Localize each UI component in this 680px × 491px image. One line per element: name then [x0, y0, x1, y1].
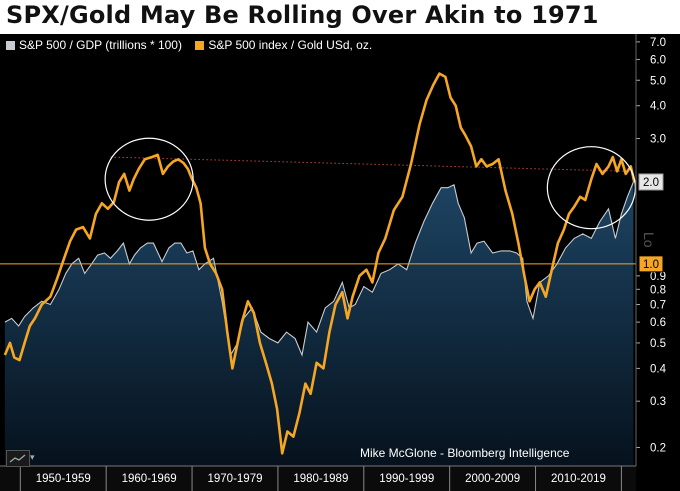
y-tick-label: 0.5 [650, 338, 666, 350]
x-tick-label: 1960-1969 [122, 473, 177, 485]
x-tick-label: 1950-1959 [36, 473, 91, 485]
last-value-label-gold: 2.0 [643, 177, 659, 189]
y-tick-label: 3.0 [650, 134, 666, 146]
last-value-badge-gold [638, 173, 664, 191]
y-tick-label: 0.2 [650, 442, 666, 454]
series-gold-line [3, 72, 636, 455]
last-value-label-reference: 1.0 [643, 259, 659, 271]
chart-plot: 7.0 6.0 5.0 4.0 3.0 0.90.8 0.7 0.6 0.5 0.4 0.3 0.2 2… [0, 34, 667, 491]
highlight-circle-1 [104, 137, 194, 221]
y-tick-label: 6.0 [650, 54, 666, 66]
last-value-badge-reference [638, 255, 664, 273]
x-tick-label: 1970-1979 [207, 473, 262, 485]
y-tick-label: 0.4 [650, 363, 667, 375]
y-tick-label: 0.6 [650, 317, 666, 329]
trend-line [110, 156, 631, 172]
x-tick-label: 1990-1999 [379, 473, 434, 485]
y-tick-label: 4.0 [650, 101, 666, 113]
y-tick-label: 0.3 [650, 396, 666, 408]
chart-title: SPX/Gold May Be Rolling Over Akin to 197… [6, 1, 599, 29]
y-tick-label: 0.9 [650, 271, 666, 283]
x-tick-label: 2000-2009 [465, 473, 520, 485]
y-tick-label: 5.0 [650, 75, 666, 87]
title-bar: SPX/Gold May Be Rolling Over Akin to 197… [0, 0, 680, 34]
series-gdp-area [4, 182, 634, 466]
x-tick-label: 1980-1989 [293, 473, 348, 485]
y-tick-label: 7.0 [650, 37, 666, 49]
side-label: Lo [641, 232, 657, 248]
x-tick-label: 2010-2019 [551, 473, 606, 485]
chevron-down-icon[interactable]: ▾ [30, 452, 35, 462]
highlight-circle-2 [546, 146, 636, 230]
legend-item-gdp: S&P 500 / GDP (trillions * 100) [6, 38, 182, 52]
y-tick-label: 0.7 [650, 300, 666, 312]
legend-item-gold: S&P 500 index / Gold USd, oz. [195, 38, 372, 52]
y-tick-label: 0.8 [650, 284, 666, 296]
legend: S&P 500 / GDP (trillions * 100) S&P 500 … [6, 38, 382, 52]
line-chart-icon[interactable] [6, 450, 30, 467]
watermark-attribution: Mike McGlone - Bloomberg Intelligence [360, 446, 570, 460]
